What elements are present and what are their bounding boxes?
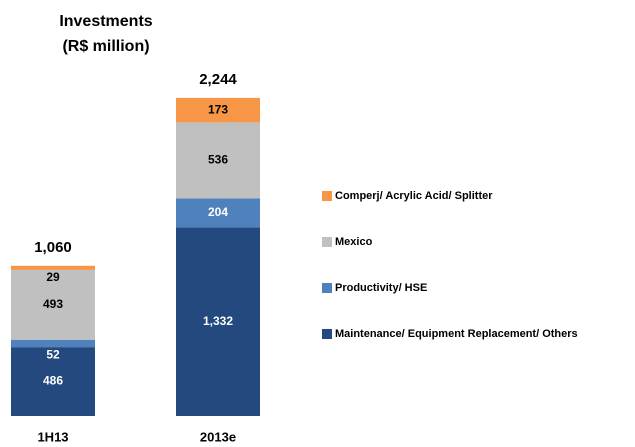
legend-swatch (322, 329, 332, 339)
data-label: 173 (208, 102, 228, 116)
legend-swatch (322, 237, 332, 247)
data-label: 52 (46, 347, 60, 361)
chart-title: Investments (59, 13, 152, 30)
bar-segment (176, 122, 260, 199)
legend-label: Productivity/ HSE (335, 282, 427, 294)
data-label: 493 (43, 297, 63, 311)
legend-label: Mexico (335, 236, 373, 248)
legend-label: Comperj/ Acrylic Acid/ Splitter (335, 190, 493, 202)
data-label: 536 (208, 153, 228, 167)
x-tick-label: 1H13 (37, 429, 68, 444)
bar-segment (11, 339, 95, 348)
bar-segment (11, 347, 95, 416)
data-label: 204 (208, 205, 228, 219)
bar-segment (176, 198, 260, 228)
legend-swatch (322, 283, 332, 293)
data-label: 486 (43, 374, 63, 388)
bar-segment (176, 97, 260, 123)
total-label: 2,244 (199, 71, 237, 88)
bar-segment (176, 227, 260, 416)
total-label: 1,060 (34, 239, 72, 256)
data-label: 29 (46, 270, 60, 284)
legend-label: Maintenance/ Equipment Replacement/ Othe… (335, 328, 578, 340)
bar-segment (11, 265, 95, 270)
x-tick-label: 2013e (200, 429, 236, 444)
data-label: 1,332 (203, 314, 233, 328)
bar-segment (11, 269, 95, 340)
chart-subtitle: (R$ million) (62, 38, 149, 55)
legend-swatch (322, 191, 332, 201)
